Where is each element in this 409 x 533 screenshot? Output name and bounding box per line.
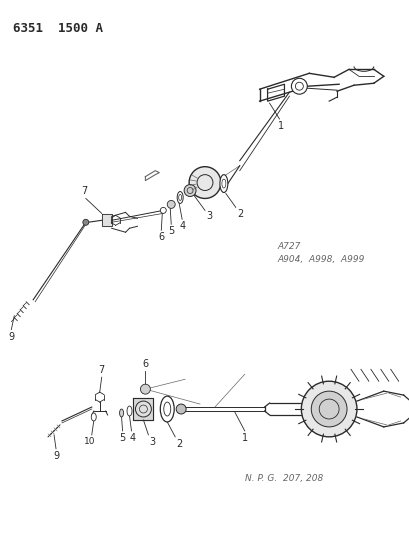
Text: 10: 10	[84, 437, 95, 446]
Text: 9: 9	[53, 451, 59, 461]
Text: 4: 4	[179, 221, 185, 231]
Circle shape	[310, 391, 346, 427]
Text: 5: 5	[119, 433, 126, 443]
Text: 2: 2	[236, 209, 243, 220]
Text: 4: 4	[129, 433, 135, 443]
Text: 6: 6	[142, 359, 148, 369]
Polygon shape	[133, 398, 153, 420]
Text: 6: 6	[158, 232, 164, 242]
Circle shape	[140, 384, 150, 394]
Text: 1: 1	[278, 121, 284, 131]
Text: N. P. G.  207, 208: N. P. G. 207, 208	[244, 474, 322, 482]
Text: 3: 3	[149, 437, 155, 447]
Text: 7: 7	[98, 365, 105, 375]
Text: 6351  1500 A: 6351 1500 A	[13, 22, 103, 35]
Polygon shape	[101, 214, 111, 227]
Ellipse shape	[127, 406, 132, 416]
Text: 9: 9	[8, 332, 14, 342]
Circle shape	[184, 184, 196, 197]
Text: 1: 1	[241, 433, 247, 443]
Circle shape	[83, 219, 89, 225]
Text: A727
A904,  A998,  A999: A727 A904, A998, A999	[277, 242, 364, 264]
Circle shape	[167, 200, 175, 208]
Text: 2: 2	[176, 439, 182, 449]
Circle shape	[301, 381, 356, 437]
Ellipse shape	[119, 409, 123, 417]
Text: 3: 3	[205, 212, 211, 221]
Polygon shape	[145, 171, 159, 181]
Ellipse shape	[219, 175, 227, 192]
Ellipse shape	[177, 191, 183, 204]
Circle shape	[291, 78, 307, 94]
Ellipse shape	[160, 396, 174, 422]
Ellipse shape	[91, 413, 96, 421]
Circle shape	[176, 404, 186, 414]
Circle shape	[189, 167, 220, 198]
Text: 5: 5	[168, 227, 174, 236]
Circle shape	[160, 207, 166, 213]
Circle shape	[135, 401, 151, 417]
Text: 7: 7	[81, 187, 87, 197]
